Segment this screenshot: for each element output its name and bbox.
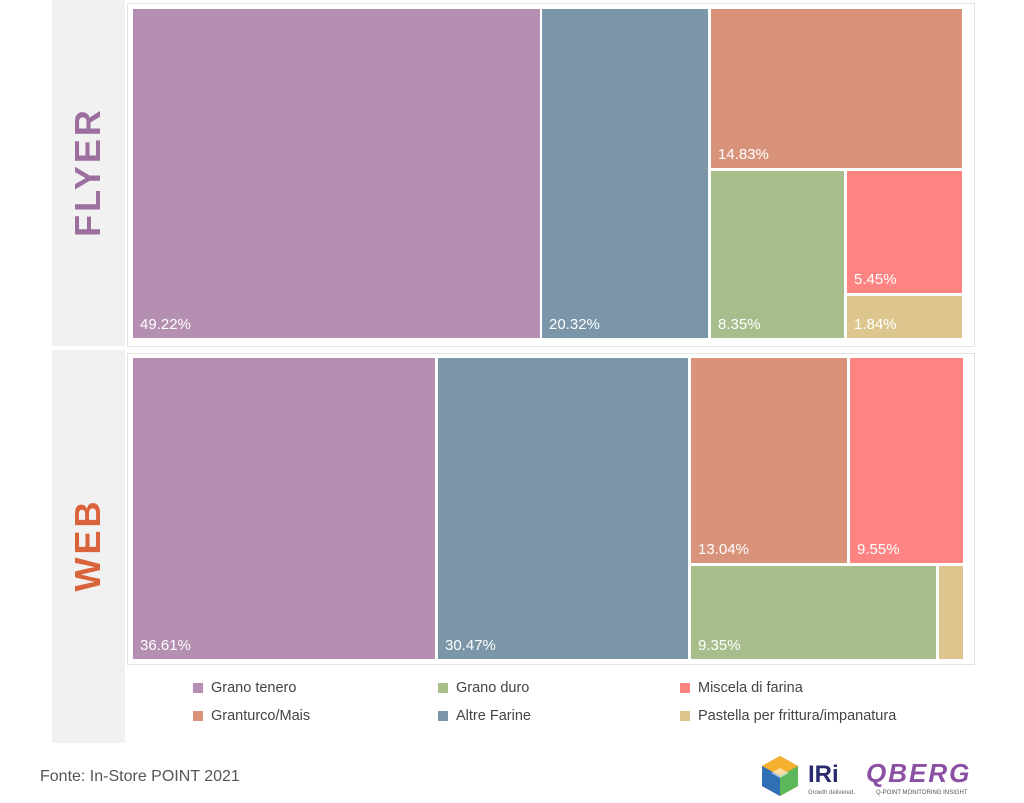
web-row-label: WEB [67, 498, 108, 592]
flyer-tile-granturco-mais: 14.83% [711, 9, 962, 168]
tile-value-label: 8.35% [718, 316, 761, 333]
qberg-tagline: Q-POINT MONITORING INSIGHT [876, 790, 968, 796]
web-tile-grano-duro: 9.35% [691, 566, 936, 659]
flyer-row-header [52, 0, 125, 346]
legend-swatch [438, 683, 448, 693]
legend-item: Altre Farine [438, 708, 531, 724]
legend-item: Granturco/Mais [193, 708, 310, 724]
flyer-tile-grano-duro: 8.35% [711, 171, 844, 338]
tile-value-label: 13.04% [698, 541, 749, 558]
flyer-row-label: FLYER [67, 107, 108, 237]
legend-item: Miscela di farina [680, 680, 803, 696]
iri-tagline: Growth delivered. [808, 790, 855, 796]
legend-swatch [438, 711, 448, 721]
flyer-tile-altre-farine: 20.32% [542, 9, 708, 338]
legend-swatch [193, 683, 203, 693]
partner-logos: IRi Growth delivered. QBERG Q-POINT MONI… [762, 756, 971, 796]
flyer-tile-grano-tenero: 49.22% [133, 9, 540, 338]
legend-swatch [680, 711, 690, 721]
legend-swatch [193, 711, 203, 721]
source-note: Fonte: In-Store POINT 2021 [40, 768, 240, 785]
tile-value-label: 30.47% [445, 637, 496, 654]
legend-item: Grano tenero [193, 680, 296, 696]
qberg-logo-text: QBERG [866, 758, 971, 788]
legend-item: Pastella per frittura/impanatura [680, 708, 896, 724]
legend-label: Grano tenero [211, 680, 297, 696]
web-row-header [52, 350, 125, 743]
legend-label: Granturco/Mais [211, 708, 311, 724]
legend: Grano tenero Grano duro Miscela di farina G… [193, 680, 973, 728]
web-tile-grano-tenero: 36.61% [133, 358, 435, 659]
iri-logo-mark [762, 756, 798, 796]
tile-value-label: 9.55% [857, 541, 900, 558]
tile-value-label: 9.35% [698, 637, 741, 654]
tile-value-label: 1.84% [854, 316, 897, 333]
tile-value-label: 36.61% [140, 637, 191, 654]
web-tile-pastella-per-frittura-impanatura [939, 566, 963, 659]
legend-label: Miscela di farina [698, 680, 803, 696]
web-tile-granturco-mais: 13.04% [691, 358, 847, 563]
legend-label: Grano duro [456, 680, 530, 696]
tile-value-label: 20.32% [549, 316, 600, 333]
flyer-tile-miscela-di-farina: 5.45% [847, 171, 962, 293]
web-tile-miscela-di-farina: 9.55% [850, 358, 963, 563]
flyer-tile-pastella-per-frittura-impanatura: 1.84% [847, 296, 962, 338]
legend-label: Pastella per frittura/impanatura [698, 708, 897, 724]
web-tile-altre-farine: 30.47% [438, 358, 688, 659]
legend-swatch [680, 683, 690, 693]
tile-value-label: 14.83% [718, 146, 769, 163]
legend-label: Altre Farine [456, 708, 531, 724]
tile-value-label: 5.45% [854, 271, 897, 288]
tile-value-label: 49.22% [140, 316, 191, 333]
iri-logo-text: IRi [808, 761, 839, 788]
legend-item: Grano duro [438, 680, 529, 696]
